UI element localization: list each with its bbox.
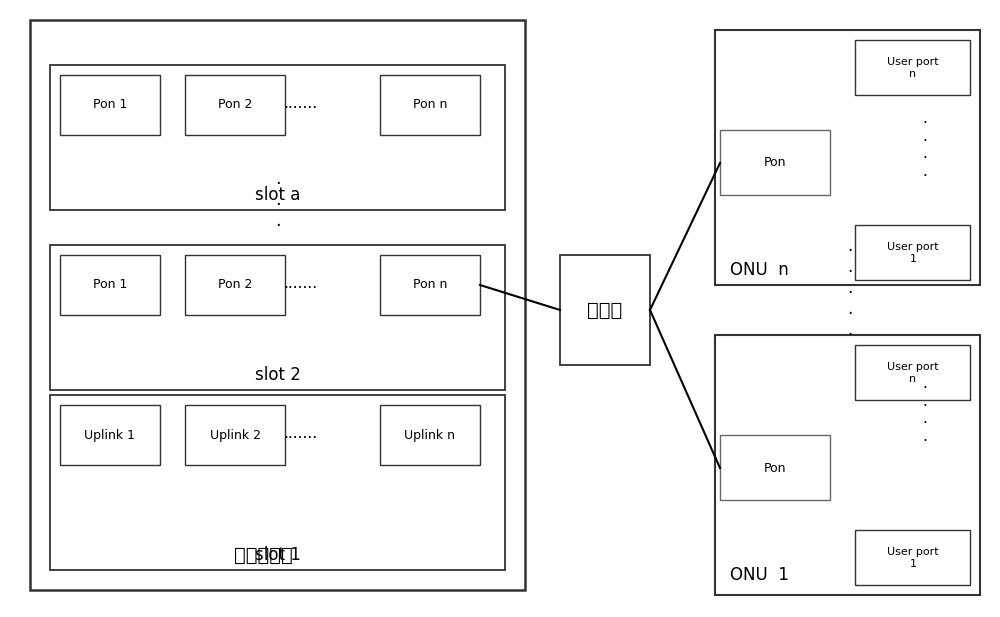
Text: ·
·
·
·: · · · ·	[923, 381, 927, 449]
Bar	[720, 130, 830, 195]
Text: 分光器: 分光器	[587, 300, 623, 320]
Text: ·······: ·······	[283, 101, 317, 115]
Text: Pon n: Pon n	[413, 99, 447, 112]
Bar	[380, 255, 480, 315]
Bar	[715, 30, 980, 285]
Bar	[380, 405, 480, 465]
Text: slot a: slot a	[255, 186, 301, 204]
Text: ·
·
·: · · ·	[275, 175, 281, 235]
Text: Uplink n: Uplink n	[404, 428, 456, 442]
Text: 光线路终端: 光线路终端	[234, 545, 292, 565]
Bar	[715, 335, 980, 595]
Bar	[855, 530, 970, 585]
Text: Pon 2: Pon 2	[218, 99, 252, 112]
Bar	[60, 75, 160, 135]
Text: ONU  n: ONU n	[730, 261, 789, 279]
Text: User port
1: User port 1	[887, 547, 939, 569]
Bar	[60, 255, 160, 315]
Text: Pon 2: Pon 2	[218, 278, 252, 291]
Bar	[50, 65, 505, 210]
Text: Uplink 2: Uplink 2	[210, 428, 260, 442]
Text: ·
·
·
·
·: · · · · ·	[847, 242, 853, 344]
Bar	[30, 20, 525, 590]
Bar	[60, 405, 160, 465]
Bar	[50, 245, 505, 390]
Bar	[720, 435, 830, 500]
Bar	[855, 345, 970, 400]
Text: User port
1: User port 1	[887, 242, 939, 264]
Bar	[380, 75, 480, 135]
Text: User port
n: User port n	[887, 57, 939, 79]
Text: Pon 1: Pon 1	[93, 278, 127, 291]
Text: ONU  1: ONU 1	[730, 566, 789, 584]
Text: slot 2: slot 2	[255, 366, 301, 384]
Text: slot 1: slot 1	[255, 546, 301, 564]
Bar	[185, 405, 285, 465]
Bar	[185, 75, 285, 135]
Bar	[855, 225, 970, 280]
Text: User port
n: User port n	[887, 362, 939, 384]
Text: Pon n: Pon n	[413, 278, 447, 291]
Text: Pon 1: Pon 1	[93, 99, 127, 112]
Text: ·
·
·
·: · · · ·	[923, 117, 927, 184]
Bar	[185, 255, 285, 315]
Text: ·······: ·······	[283, 431, 317, 445]
Text: Uplink 1: Uplink 1	[84, 428, 136, 442]
Text: Pon: Pon	[764, 462, 786, 474]
Bar	[560, 255, 650, 365]
Text: Pon: Pon	[764, 157, 786, 170]
Bar	[855, 40, 970, 95]
Text: ·······: ·······	[283, 281, 317, 296]
Bar	[50, 395, 505, 570]
